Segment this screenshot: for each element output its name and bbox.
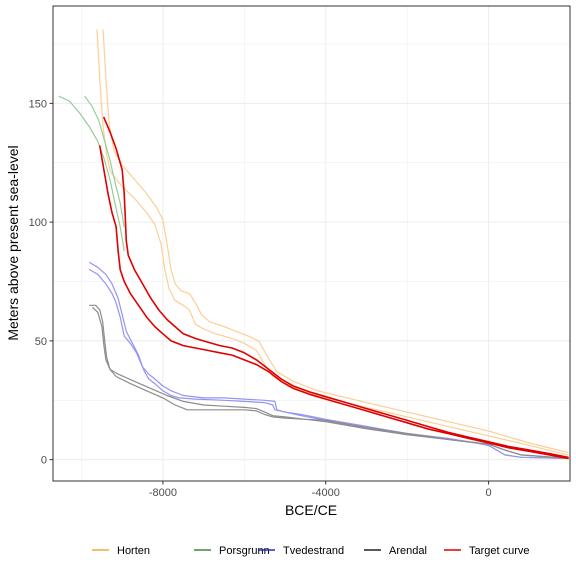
- x-axis-title: BCE/CE: [285, 502, 337, 518]
- series-line-arendal: [92, 307, 569, 459]
- plot-panel: [53, 6, 570, 481]
- x-tick-label: 0: [486, 487, 492, 499]
- series-line-horten: [102, 29, 569, 454]
- plot-border: [52, 5, 571, 482]
- series-line-arendal: [89, 304, 569, 459]
- series-line-target-curve: [99, 145, 569, 460]
- legend-label-target-curve: Target curve: [469, 545, 530, 557]
- x-axis: -8000 -4000 0: [149, 481, 492, 499]
- legend-label-horten: Horten: [117, 545, 150, 557]
- x-tick-label: -4000: [312, 487, 340, 499]
- y-axis: 0 50 100 150: [29, 98, 53, 467]
- legend-label-arendal: Arendal: [389, 545, 427, 557]
- series-line-target-curve: [103, 116, 569, 459]
- legend-label-tvedestrand: Tvedestrand: [283, 545, 344, 557]
- grid: [53, 6, 571, 481]
- series-lines: [58, 29, 569, 460]
- y-tick-label: 0: [41, 455, 47, 467]
- y-axis-title: Meters above present sea-level: [5, 145, 21, 340]
- y-tick-label: 100: [29, 217, 47, 229]
- y-tick-label: 150: [29, 98, 47, 110]
- legend: Horten Porsgrunn Tvedestrand Arendal Target …: [92, 545, 530, 557]
- x-tick-label: -8000: [149, 487, 177, 499]
- series-line-porsgrunn: [84, 95, 125, 228]
- y-tick-label: 50: [35, 336, 47, 348]
- legend-label-porsgrunn: Porsgrunn: [219, 545, 270, 557]
